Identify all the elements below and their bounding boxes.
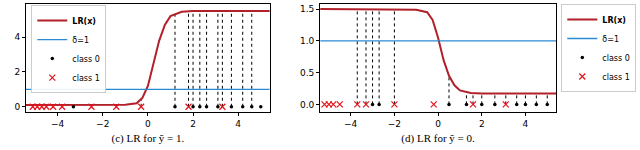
svg-text:−4: −4 xyxy=(51,119,65,129)
svg-text:4: 4 xyxy=(235,119,241,129)
svg-text:class 0: class 0 xyxy=(602,54,630,63)
svg-text:(d) LR for ỹ = 0.: (d) LR for ỹ = 0. xyxy=(401,132,475,145)
svg-text:−2: −2 xyxy=(96,119,109,129)
svg-text:0: 0 xyxy=(14,102,20,112)
svg-text:2: 2 xyxy=(14,67,20,77)
svg-text:4: 4 xyxy=(14,32,20,42)
svg-text:0: 0 xyxy=(145,119,151,129)
svg-text:class 1: class 1 xyxy=(72,74,100,83)
svg-text:0: 0 xyxy=(435,119,441,129)
svg-text:1.5: 1.5 xyxy=(300,4,314,14)
svg-text:δ=1: δ=1 xyxy=(602,35,619,44)
svg-text:class 1: class 1 xyxy=(602,73,630,82)
svg-text:2: 2 xyxy=(190,119,196,129)
svg-text:−2: −2 xyxy=(388,119,401,129)
svg-text:1.0: 1.0 xyxy=(300,36,315,46)
svg-text:(c) LR for ỹ = 1.: (c) LR for ỹ = 1. xyxy=(112,132,185,145)
svg-text:−4: −4 xyxy=(344,119,358,129)
svg-text:class 0: class 0 xyxy=(72,55,100,64)
svg-text:LR(x): LR(x) xyxy=(72,17,96,26)
svg-text:0.5: 0.5 xyxy=(300,68,314,78)
svg-text:LR(x): LR(x) xyxy=(602,16,626,25)
svg-text:2: 2 xyxy=(479,119,485,129)
svg-text:4: 4 xyxy=(523,119,529,129)
svg-text:δ=1: δ=1 xyxy=(72,36,89,45)
svg-text:0.0: 0.0 xyxy=(300,100,315,110)
